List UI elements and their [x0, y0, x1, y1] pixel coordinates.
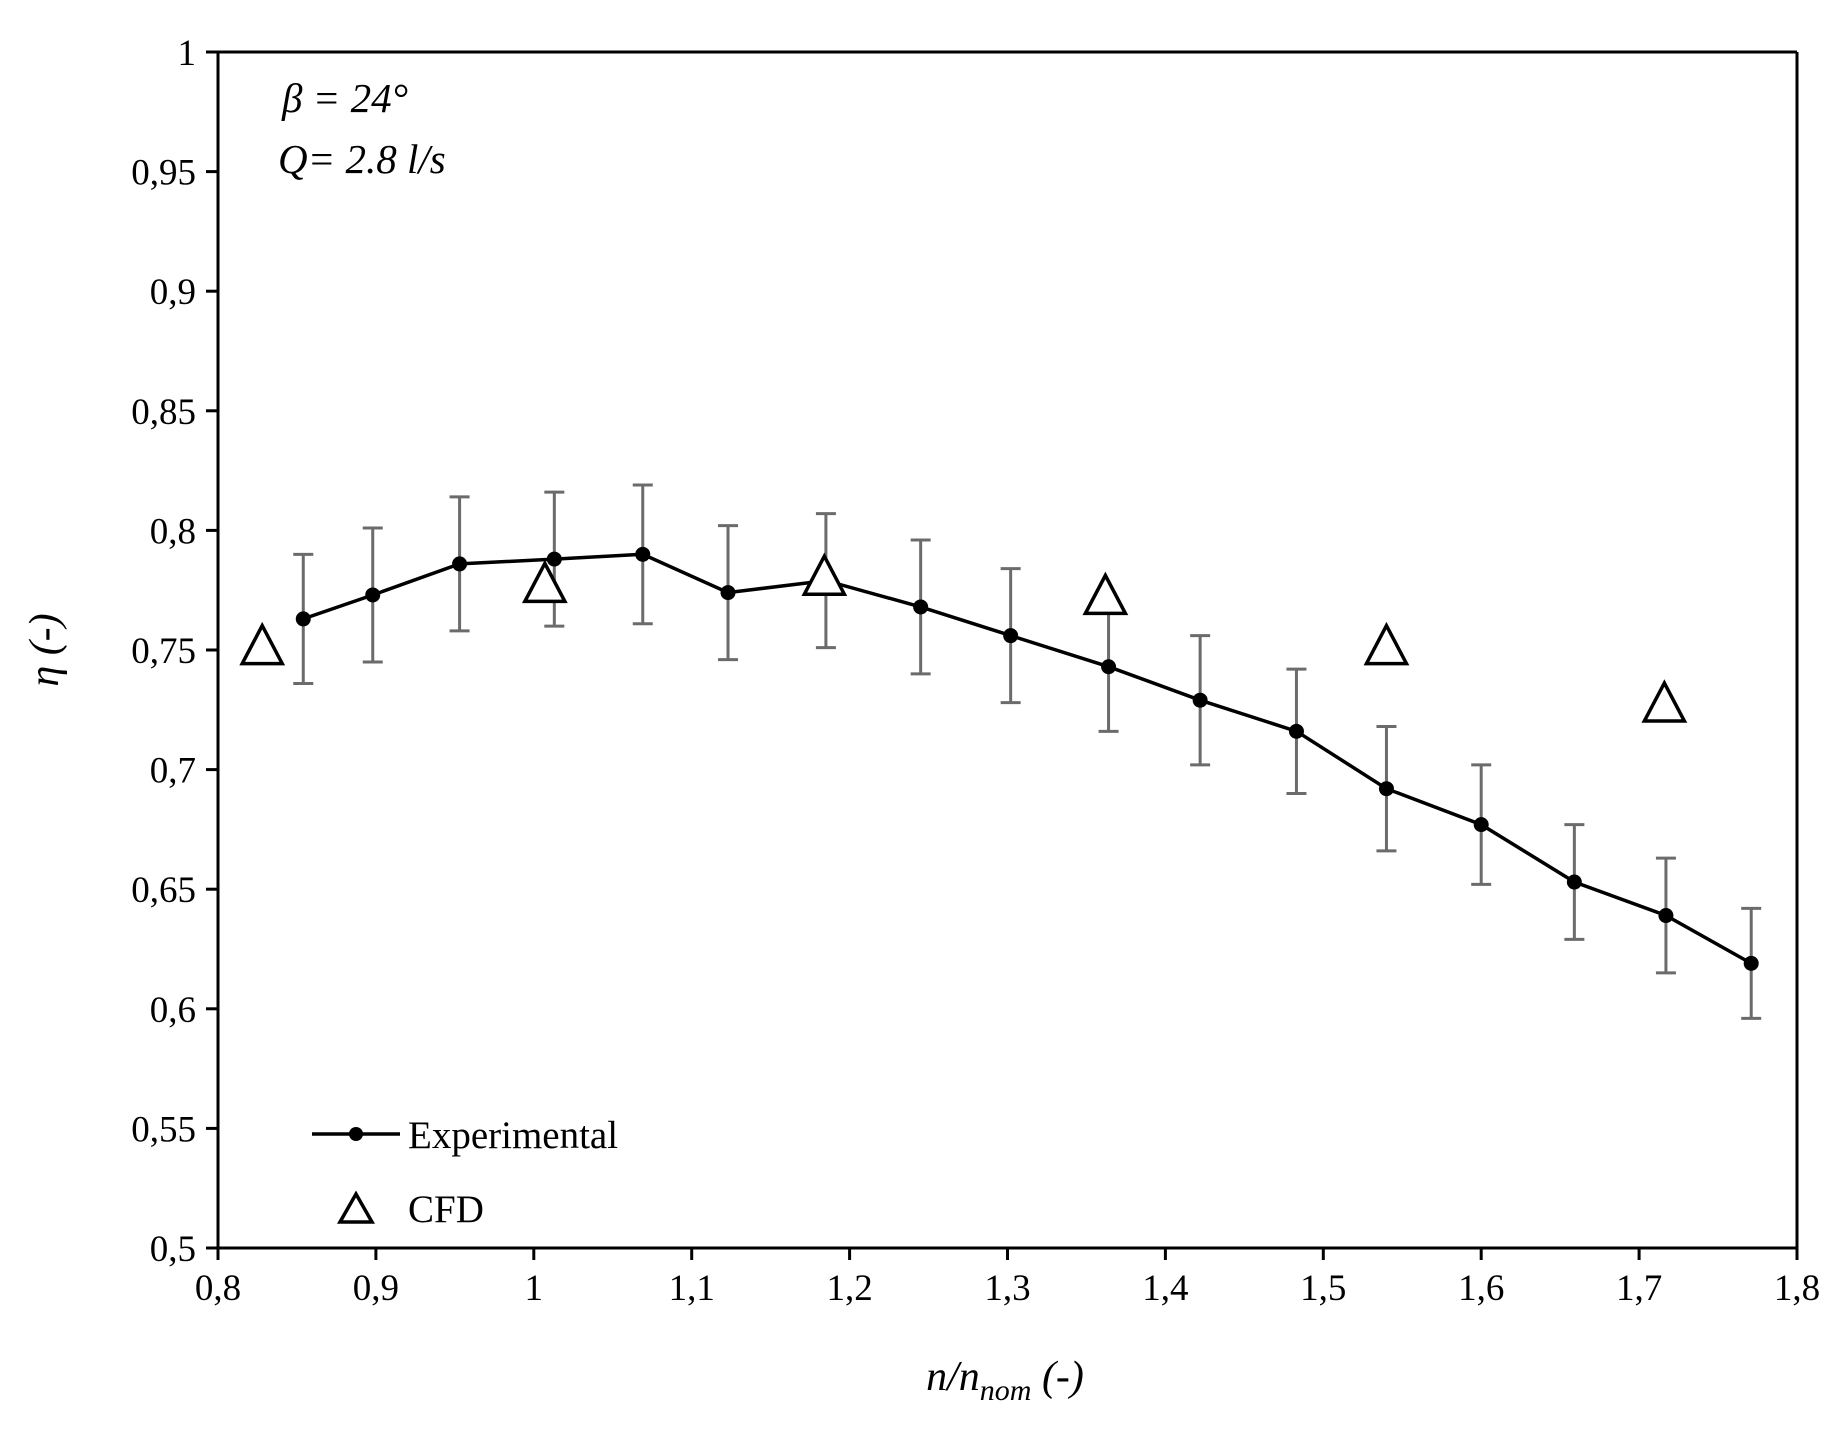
x-axis-title-suffix: (-): [1031, 1354, 1083, 1400]
experimental-point: [1003, 628, 1019, 644]
experimental-point: [452, 556, 468, 572]
x-axis-title-main: n/n: [926, 1354, 980, 1400]
y-tick-label: 0,5: [150, 1229, 196, 1270]
x-tick-label: 1,1: [669, 1268, 715, 1309]
x-tick-label: 1,8: [1774, 1268, 1820, 1309]
experimental-point: [1658, 908, 1674, 924]
legend-cfd-label: CFD: [408, 1188, 484, 1231]
cfd-point: [1082, 571, 1129, 616]
cfd-points: [239, 552, 1688, 723]
x-tick-label: 0,8: [195, 1268, 241, 1309]
y-tick-label: 0,75: [131, 631, 196, 672]
x-axis-ticks: 0,8 0,9 1 1,1 1,2 1,3 1,4 1,5 1,6 1,7 1,8: [195, 1248, 1820, 1309]
y-axis-ticks: 0,5 0,55 0,6 0,65 0,7 0,75 0,8 0,85 0,9 0,95 1: [131, 33, 218, 1270]
legend-experimental-marker: [349, 1127, 363, 1141]
y-tick-label: 1: [178, 33, 197, 74]
x-tick-label: 1: [525, 1268, 544, 1309]
x-axis-title: n/nnom (-): [926, 1354, 1084, 1407]
y-tick-label: 0,7: [150, 751, 196, 792]
experimental-point: [1566, 874, 1582, 890]
legend: Experimental CFD: [312, 1114, 618, 1231]
experimental-point: [546, 551, 562, 567]
legend-cfd-marker: [336, 1190, 376, 1224]
x-axis-title-subscript: nom: [980, 1374, 1032, 1407]
x-tick-label: 1,7: [1616, 1268, 1662, 1309]
y-tick-label: 0,65: [131, 870, 196, 911]
annotation-beta: β = 24°: [281, 75, 408, 121]
x-tick-label: 1,6: [1458, 1268, 1504, 1309]
cfd-point: [1363, 621, 1410, 666]
y-tick-label: 0,8: [150, 511, 196, 552]
cfd-point: [1641, 679, 1688, 723]
experimental-point: [295, 611, 311, 627]
experimental-point: [1378, 781, 1394, 797]
x-tick-label: 1,5: [1300, 1268, 1346, 1309]
y-tick-label: 0,95: [131, 153, 196, 194]
y-tick-label: 0,9: [150, 272, 196, 313]
x-tick-label: 0,9: [353, 1268, 399, 1309]
experimental-point: [1743, 955, 1759, 971]
y-tick-label: 0,85: [131, 392, 196, 433]
cfd-point: [239, 621, 286, 666]
experimental-point: [635, 546, 651, 562]
experimental-point: [1101, 659, 1117, 675]
experimental-point: [1288, 723, 1304, 739]
experimental-point: [1192, 692, 1208, 708]
legend-experimental-label: Experimental: [408, 1114, 618, 1157]
y-tick-label: 0,55: [131, 1109, 196, 1150]
experimental-point: [1473, 817, 1489, 833]
x-tick-label: 1,4: [1142, 1268, 1188, 1309]
annotation-flow: Q= 2.8 l/s: [278, 136, 446, 182]
experimental-point: [365, 587, 381, 603]
cfd-point: [521, 559, 568, 604]
y-axis-title: η (-): [22, 613, 68, 686]
x-tick-label: 1,2: [826, 1268, 872, 1309]
y-tick-label: 0,6: [150, 990, 196, 1031]
experimental-point: [720, 585, 736, 601]
experimental-point: [913, 599, 929, 615]
x-tick-label: 1,3: [984, 1268, 1030, 1309]
cfd-point: [801, 552, 848, 596]
